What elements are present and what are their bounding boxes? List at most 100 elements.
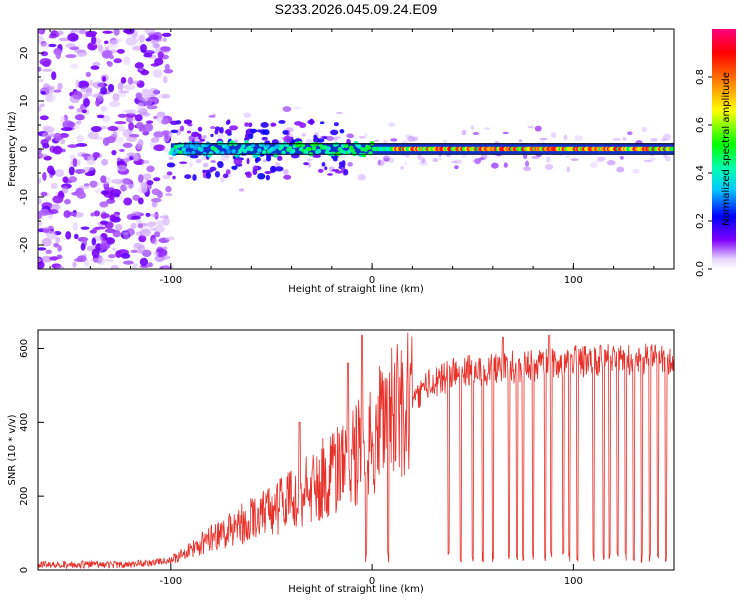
heatmap-blob xyxy=(101,158,109,166)
heatmap-blob xyxy=(283,135,292,144)
heatmap-blob xyxy=(264,171,272,174)
signal-blob xyxy=(299,147,304,152)
signal-blob xyxy=(226,149,231,154)
heatmap-blob xyxy=(77,255,87,263)
heatmap-blob xyxy=(72,158,78,167)
heatmap-blob xyxy=(114,38,123,43)
heatmap-blob xyxy=(69,63,79,69)
heatmap-blob xyxy=(39,78,44,83)
heatmap-blob xyxy=(125,36,138,46)
heatmap-blob xyxy=(649,157,656,162)
heatmap-blob xyxy=(81,109,88,114)
heatmap-blob xyxy=(153,177,161,182)
heatmap-blob xyxy=(472,131,480,136)
signal-blob xyxy=(334,142,339,147)
heatmap-blob xyxy=(165,193,173,197)
heatmap-blob xyxy=(161,255,171,260)
heatmap-blob xyxy=(83,98,90,107)
heatmap-blob xyxy=(92,61,101,67)
heatmap-blob xyxy=(266,155,272,162)
heatmap-blob xyxy=(142,97,153,106)
signal-blob xyxy=(241,143,246,149)
heatmap-blob xyxy=(210,160,216,163)
heatmap-blob xyxy=(130,215,141,220)
signal-blob xyxy=(281,150,286,155)
heatmap-blob xyxy=(114,193,120,198)
heatmap-blob xyxy=(45,249,52,254)
signal-blob xyxy=(265,144,270,149)
heatmap-blob xyxy=(68,105,75,110)
heatmap-blob xyxy=(238,188,245,192)
heatmap-blob xyxy=(96,114,105,119)
heatmap-blob xyxy=(484,127,490,130)
heatmap-blob xyxy=(63,210,71,219)
heatmap-blob xyxy=(134,62,144,69)
heatmap-blob xyxy=(113,29,120,36)
heatmap-blob xyxy=(72,261,77,268)
heatmap-blob xyxy=(102,30,113,34)
heatmap-blob xyxy=(612,137,622,141)
colorbar-tick-label: 0.6 xyxy=(695,117,706,133)
heatmap-blob xyxy=(261,136,268,141)
heatmap-blob xyxy=(570,158,579,162)
snr-frame xyxy=(37,329,675,571)
heatmap-blob xyxy=(334,170,343,174)
heatmap-blob xyxy=(317,168,324,173)
heatmap-blob xyxy=(438,157,443,161)
spectrogram-x-tick-label: -100 xyxy=(159,275,182,286)
signal-blob xyxy=(199,147,204,152)
heatmap-blob xyxy=(132,152,139,162)
heatmap-blob xyxy=(324,166,328,171)
heatmap-blob xyxy=(205,171,212,179)
heatmap-blob xyxy=(52,195,64,204)
chart-title: S233.2026.045.09.24.E09 xyxy=(275,1,438,17)
heatmap-blob xyxy=(383,156,392,159)
heatmap-blob xyxy=(319,121,325,125)
heatmap-blob xyxy=(187,123,193,127)
heatmap-blob xyxy=(283,174,292,180)
heatmap-blob xyxy=(113,58,122,64)
heatmap-blob xyxy=(67,32,79,42)
snr-x-label: Height of straight line (km) xyxy=(288,584,424,595)
heatmap-blob xyxy=(38,177,42,184)
heatmap-blob xyxy=(104,228,117,234)
heatmap-blob xyxy=(170,129,179,134)
heatmap-blob xyxy=(627,131,633,136)
signal-blob xyxy=(324,150,330,155)
signal-blob xyxy=(360,147,365,152)
heatmap-blob xyxy=(152,68,163,78)
heatmap-blob xyxy=(137,249,144,254)
heatmap-blob xyxy=(156,219,166,227)
heatmap-blob xyxy=(115,179,121,185)
signal-blob xyxy=(311,146,317,151)
heatmap-blob xyxy=(93,210,100,217)
heatmap-blob xyxy=(104,237,115,245)
heatmap-blob xyxy=(38,258,41,263)
heatmap-blob xyxy=(46,165,55,174)
heatmap-blob xyxy=(83,183,90,187)
signal-blob xyxy=(170,147,175,153)
heatmap-blob xyxy=(73,233,79,240)
heatmap-blob xyxy=(163,146,169,153)
heatmap-blob xyxy=(364,132,368,139)
heatmap-blob xyxy=(551,132,557,139)
heatmap-blob xyxy=(55,237,61,244)
heatmap-blob xyxy=(38,29,42,34)
heatmap-blob xyxy=(103,258,115,263)
heatmap-blob xyxy=(164,63,170,71)
heatmap-blob xyxy=(57,82,63,91)
heatmap-blob xyxy=(62,120,75,129)
heatmap-blob xyxy=(217,161,224,169)
heatmap-blob xyxy=(92,152,101,159)
signal-blob xyxy=(357,144,362,149)
heatmap-blob xyxy=(339,129,345,134)
heatmap-blob xyxy=(139,257,149,267)
heatmap-blob xyxy=(137,223,144,229)
heatmap-blob xyxy=(270,122,277,127)
heatmap-blob xyxy=(102,137,110,146)
heatmap-blob xyxy=(146,180,154,186)
heatmap-blob xyxy=(73,211,84,218)
heatmap-blob xyxy=(307,119,315,125)
heatmap-blob xyxy=(150,227,157,232)
